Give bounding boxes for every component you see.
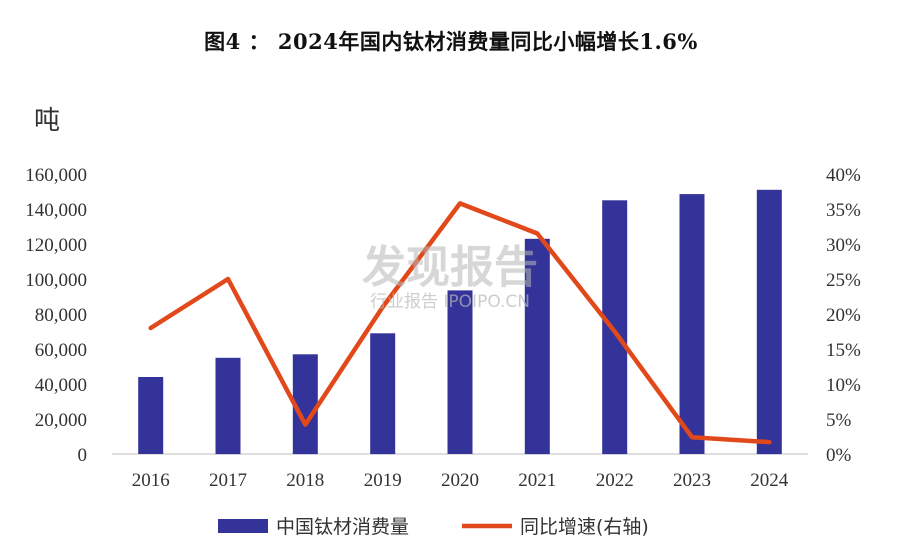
x-tick-label: 2023 — [673, 470, 711, 491]
legend-label-line: 同比增速(右轴) — [520, 516, 649, 538]
bar-2019 — [370, 333, 396, 455]
y-right-tick-label: 10% — [826, 375, 861, 396]
bar-series — [138, 189, 782, 455]
watermark-title: 发现报告 — [362, 242, 538, 293]
watermark-subtitle: 行业报告 IPOIPO.CN — [370, 292, 530, 312]
bar-2017 — [215, 357, 241, 455]
y-axis-left-ticks: 0 20,000 40,000 60,000 80,000 100,000 120,000 1… — [25, 165, 87, 466]
x-tick-label: 2024 — [750, 470, 789, 491]
x-axis-ticks: 2016 2017 2018 2019 2020 2021 2022 2023 2024 — [132, 470, 789, 491]
x-tick-label: 2018 — [286, 470, 324, 491]
y-axis-right-ticks: 0% 5% 10% 15% 20% 25% 30% 35% 40% — [826, 165, 861, 466]
y-right-tick-label: 35% — [826, 200, 861, 221]
y-right-tick-label: 25% — [826, 270, 861, 291]
bar-2016 — [138, 377, 164, 454]
y-left-tick-label: 120,000 — [25, 235, 87, 256]
x-tick-label: 2020 — [441, 470, 479, 491]
bar-2022 — [602, 200, 628, 455]
y-right-tick-label: 20% — [826, 305, 861, 326]
line-series — [148, 201, 772, 445]
x-tick-label: 2017 — [209, 470, 247, 491]
x-tick-label: 2021 — [518, 470, 556, 491]
x-tick-label: 2022 — [596, 470, 634, 491]
bar-2020 — [447, 290, 473, 454]
y-right-tick-label: 40% — [826, 165, 861, 186]
x-tick-label: 2019 — [364, 470, 402, 491]
y-left-tick-label: 100,000 — [25, 270, 87, 291]
y-left-tick-label: 20,000 — [35, 410, 87, 431]
legend-label-bars: 中国钛材消费量 — [276, 516, 409, 538]
y-left-tick-label: 80,000 — [35, 305, 87, 326]
y-left-tick-label: 60,000 — [35, 340, 87, 361]
y-left-tick-label: 140,000 — [25, 200, 87, 221]
y-right-tick-label: 5% — [826, 410, 852, 431]
legend: 中国钛材消费量 同比增速(右轴) — [218, 516, 649, 538]
y-right-tick-label: 15% — [826, 340, 861, 361]
x-tick-label: 2016 — [132, 470, 170, 491]
bar-2023 — [679, 194, 705, 454]
y-left-tick-label: 0 — [78, 445, 88, 466]
chart-title: 图4 ： 2024年国内钛材消费量同比小幅增长1.6% — [204, 29, 698, 54]
y-right-tick-label: 0% — [826, 445, 852, 466]
y-axis-unit-label: 吨 — [34, 106, 61, 136]
y-left-tick-label: 160,000 — [25, 165, 87, 186]
y-right-tick-label: 30% — [826, 235, 861, 256]
legend-swatch-bars — [218, 519, 268, 533]
bar-2024 — [756, 189, 782, 455]
y-left-tick-label: 40,000 — [35, 375, 87, 396]
bar-2021 — [524, 238, 550, 455]
